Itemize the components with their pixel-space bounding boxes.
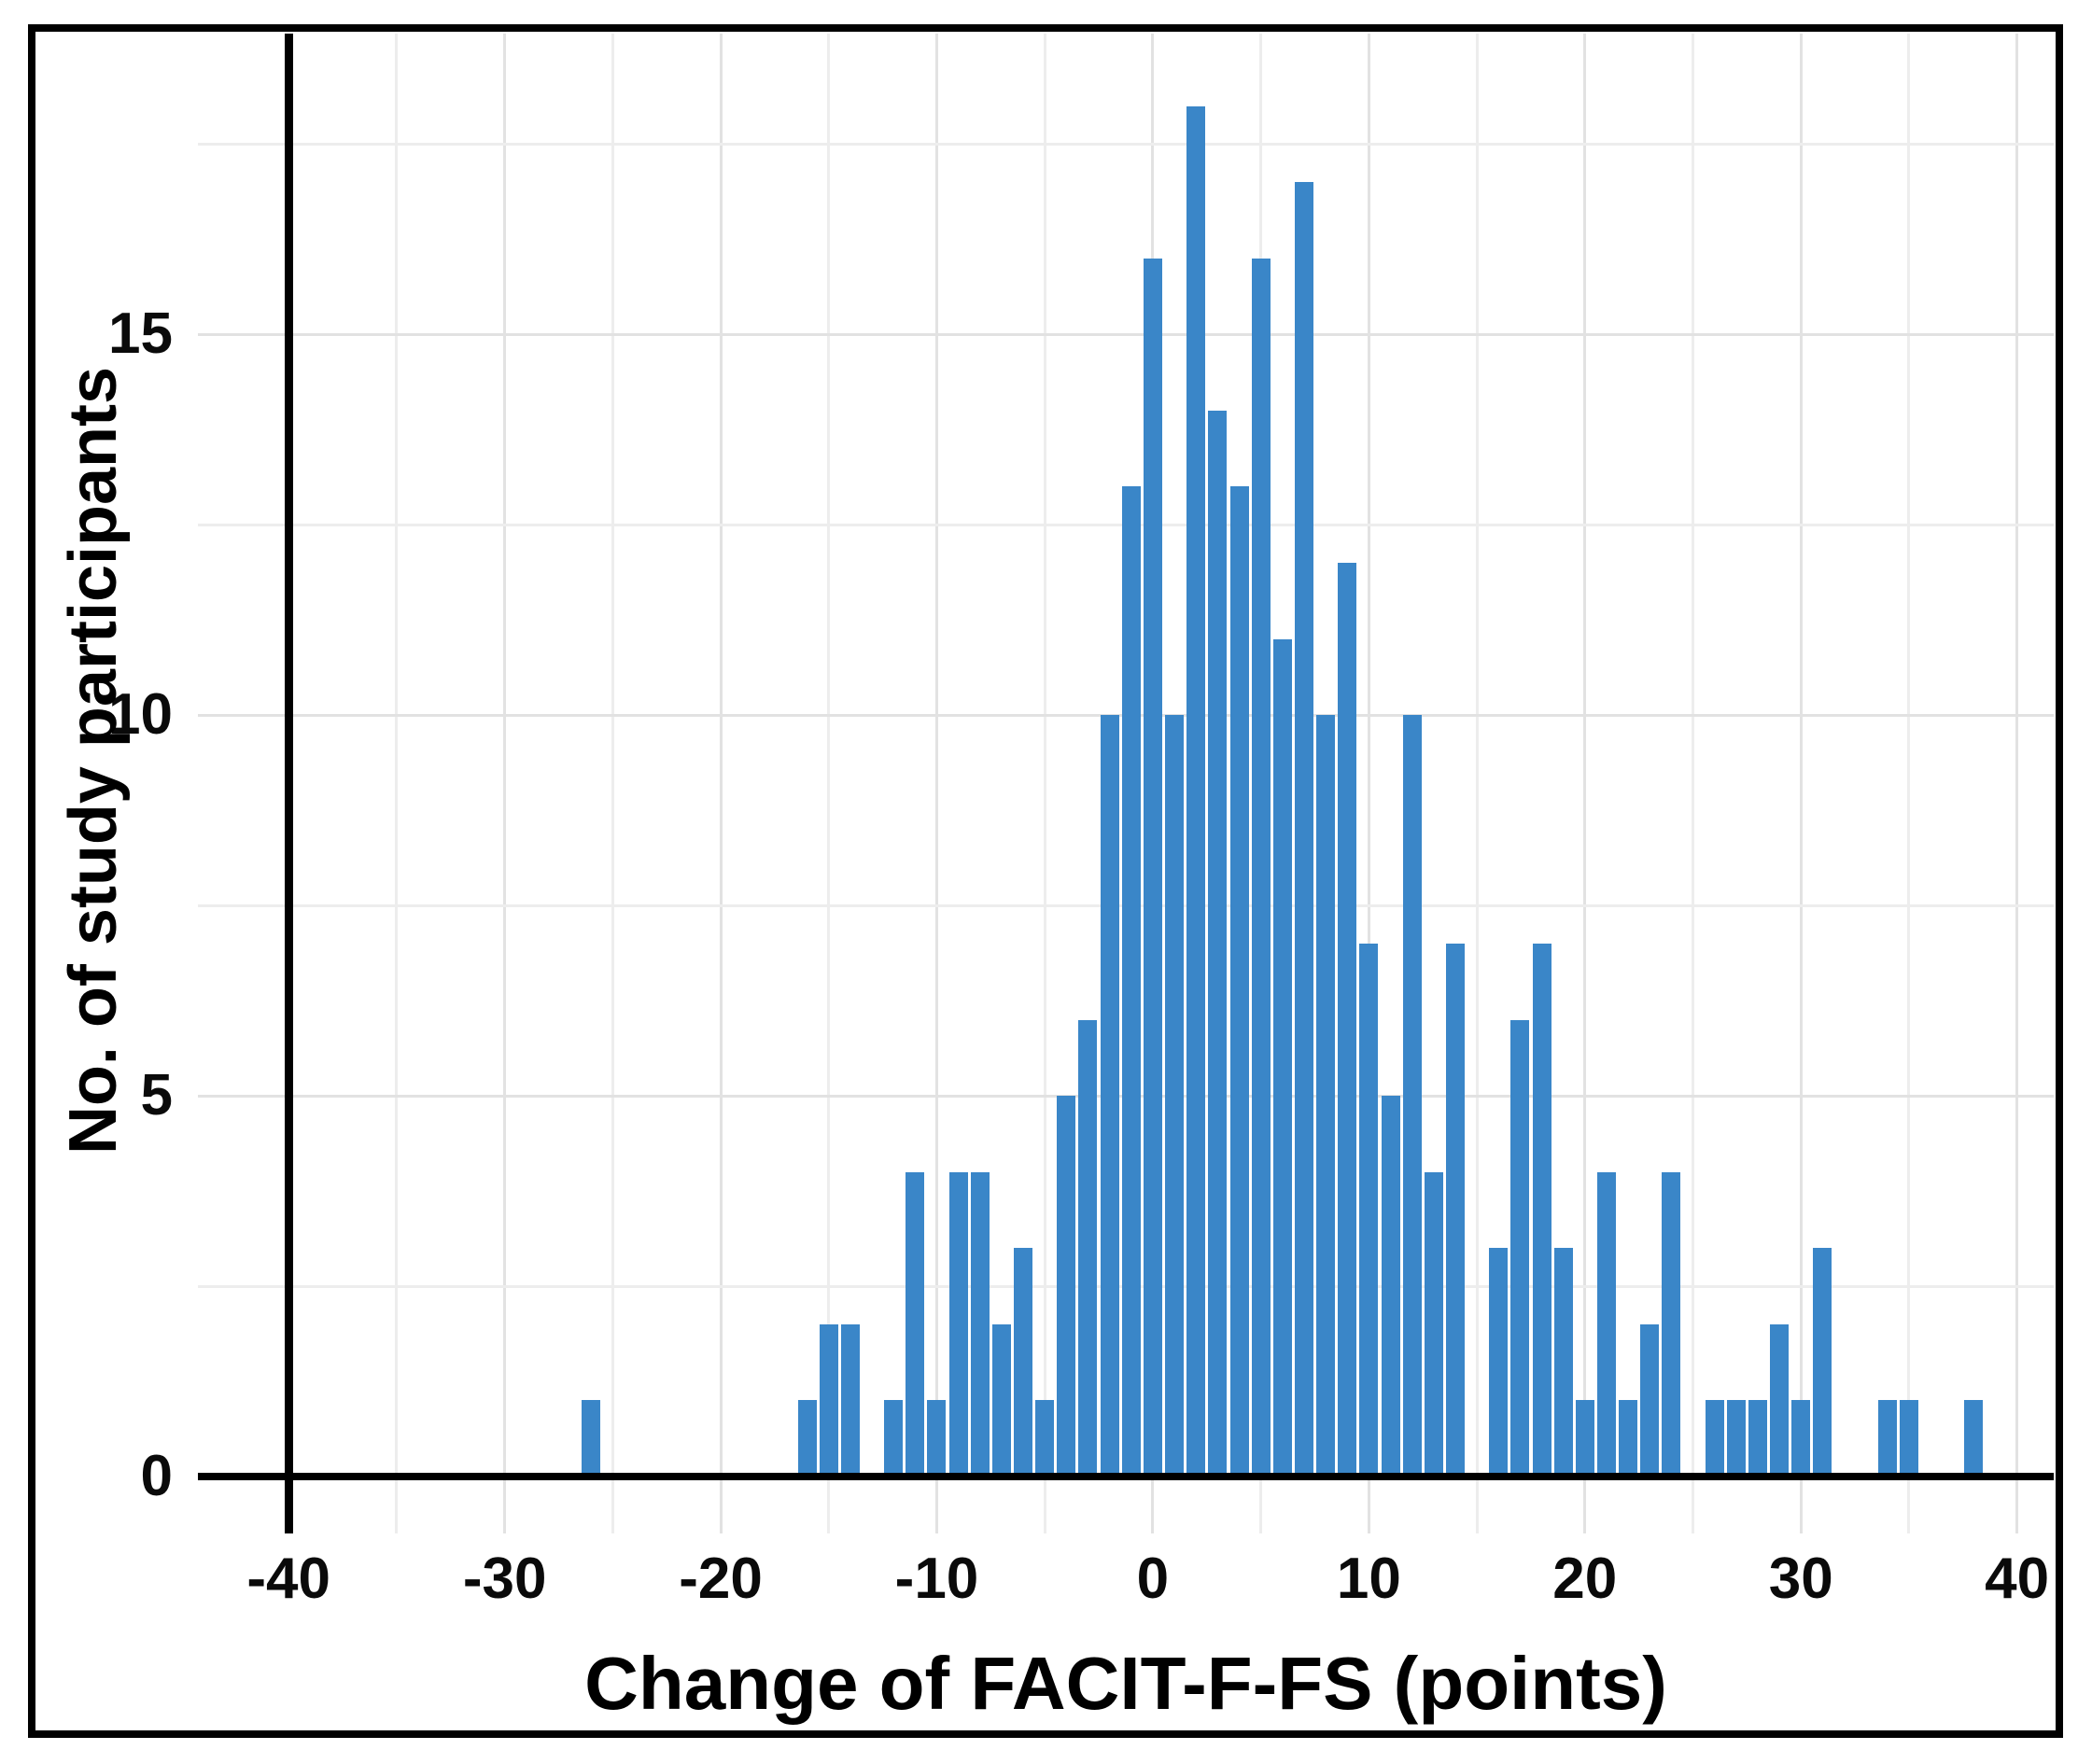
histogram-bar	[840, 1323, 860, 1477]
y-tick-label: 10	[108, 682, 173, 748]
histogram-bar	[1381, 1096, 1400, 1477]
histogram-bar	[1445, 943, 1465, 1477]
y-axis-line	[284, 34, 293, 1533]
histogram-bar	[1338, 563, 1357, 1477]
histogram-bar	[1100, 715, 1119, 1477]
histogram-bar	[1143, 258, 1162, 1477]
v-gridline	[1583, 34, 1587, 1533]
x-axis-line	[198, 1473, 2054, 1480]
x-tick-label: 20	[1552, 1547, 1618, 1611]
v-gridline	[1799, 34, 1803, 1533]
histogram-bar	[1748, 1400, 1767, 1477]
v-gridline	[611, 34, 614, 1533]
histogram-bar	[1619, 1400, 1638, 1477]
histogram-bar	[1316, 715, 1336, 1477]
h-gridline-minor	[198, 142, 2054, 146]
x-tick-label: 0	[1136, 1547, 1170, 1611]
histogram-bar	[582, 1400, 601, 1477]
histogram-bar	[927, 1400, 947, 1477]
histogram-bar	[1510, 1019, 1530, 1477]
v-gridline	[1367, 34, 1370, 1533]
histogram-bar	[1705, 1400, 1724, 1477]
x-tick-label: -30	[462, 1547, 547, 1611]
histogram-bar	[970, 1171, 990, 1477]
v-gridline	[719, 34, 723, 1533]
histogram-bar	[1424, 1171, 1443, 1477]
histogram-bar	[1791, 1400, 1811, 1477]
v-gridline	[1475, 34, 1479, 1533]
histogram-bar	[1165, 715, 1185, 1477]
v-gridline	[2015, 34, 2019, 1533]
x-tick-label: -40	[246, 1547, 330, 1611]
histogram-bar	[1662, 1171, 1681, 1477]
histogram-bar	[1532, 943, 1551, 1477]
histogram-bar	[1813, 1248, 1832, 1477]
histogram-bar	[1186, 105, 1206, 1477]
histogram-bar	[1640, 1323, 1660, 1477]
v-gridline	[1043, 34, 1046, 1533]
x-tick-label: -10	[894, 1547, 979, 1611]
histogram-bar	[1596, 1171, 1616, 1477]
histogram-bar	[1899, 1400, 1918, 1477]
histogram-bar	[1078, 1019, 1098, 1477]
histogram-bar	[1294, 182, 1313, 1477]
histogram-bar	[1489, 1248, 1509, 1477]
histogram-bar	[884, 1400, 904, 1477]
histogram-bar	[1402, 715, 1422, 1477]
histogram-bar	[819, 1323, 838, 1477]
histogram-bar	[1575, 1400, 1594, 1477]
histogram-bar	[1770, 1323, 1790, 1477]
histogram-bar	[1035, 1400, 1055, 1477]
x-tick-label: 30	[1768, 1547, 1833, 1611]
v-gridline	[395, 34, 399, 1533]
histogram-bar	[797, 1400, 817, 1477]
histogram-bar	[1057, 1096, 1076, 1477]
histogram-bar	[1272, 638, 1292, 1477]
histogram-bar	[906, 1171, 925, 1477]
histogram-bar	[991, 1323, 1011, 1477]
histogram-bar	[1208, 410, 1228, 1477]
histogram-bar	[1553, 1248, 1573, 1477]
histogram-bar	[1726, 1400, 1746, 1477]
v-gridline	[934, 34, 938, 1533]
x-tick-label: 10	[1336, 1547, 1401, 1611]
y-axis-title: No. of study participants	[56, 366, 131, 1155]
v-gridline	[503, 34, 507, 1533]
histogram-bar	[1229, 486, 1249, 1477]
histogram-bar	[1877, 1400, 1897, 1477]
y-tick-label: 5	[140, 1063, 173, 1128]
v-gridline	[1907, 34, 1911, 1533]
histogram-bar	[948, 1171, 968, 1477]
histogram-bar	[1251, 258, 1271, 1477]
x-axis-title: Change of FACIT-F-FS (points)	[584, 1642, 1667, 1725]
h-gridline-major	[198, 332, 2054, 336]
x-tick-label: -20	[679, 1547, 763, 1611]
y-tick-label: 0	[140, 1444, 173, 1508]
histogram-bar	[1359, 943, 1379, 1477]
histogram-bar	[1014, 1248, 1033, 1477]
histogram-bar	[1964, 1400, 1984, 1477]
v-gridline	[1692, 34, 1694, 1533]
v-gridline	[827, 34, 831, 1533]
x-tick-label: 40	[1985, 1547, 2050, 1611]
y-tick-label: 15	[108, 301, 173, 367]
histogram-bar	[1121, 486, 1141, 1477]
